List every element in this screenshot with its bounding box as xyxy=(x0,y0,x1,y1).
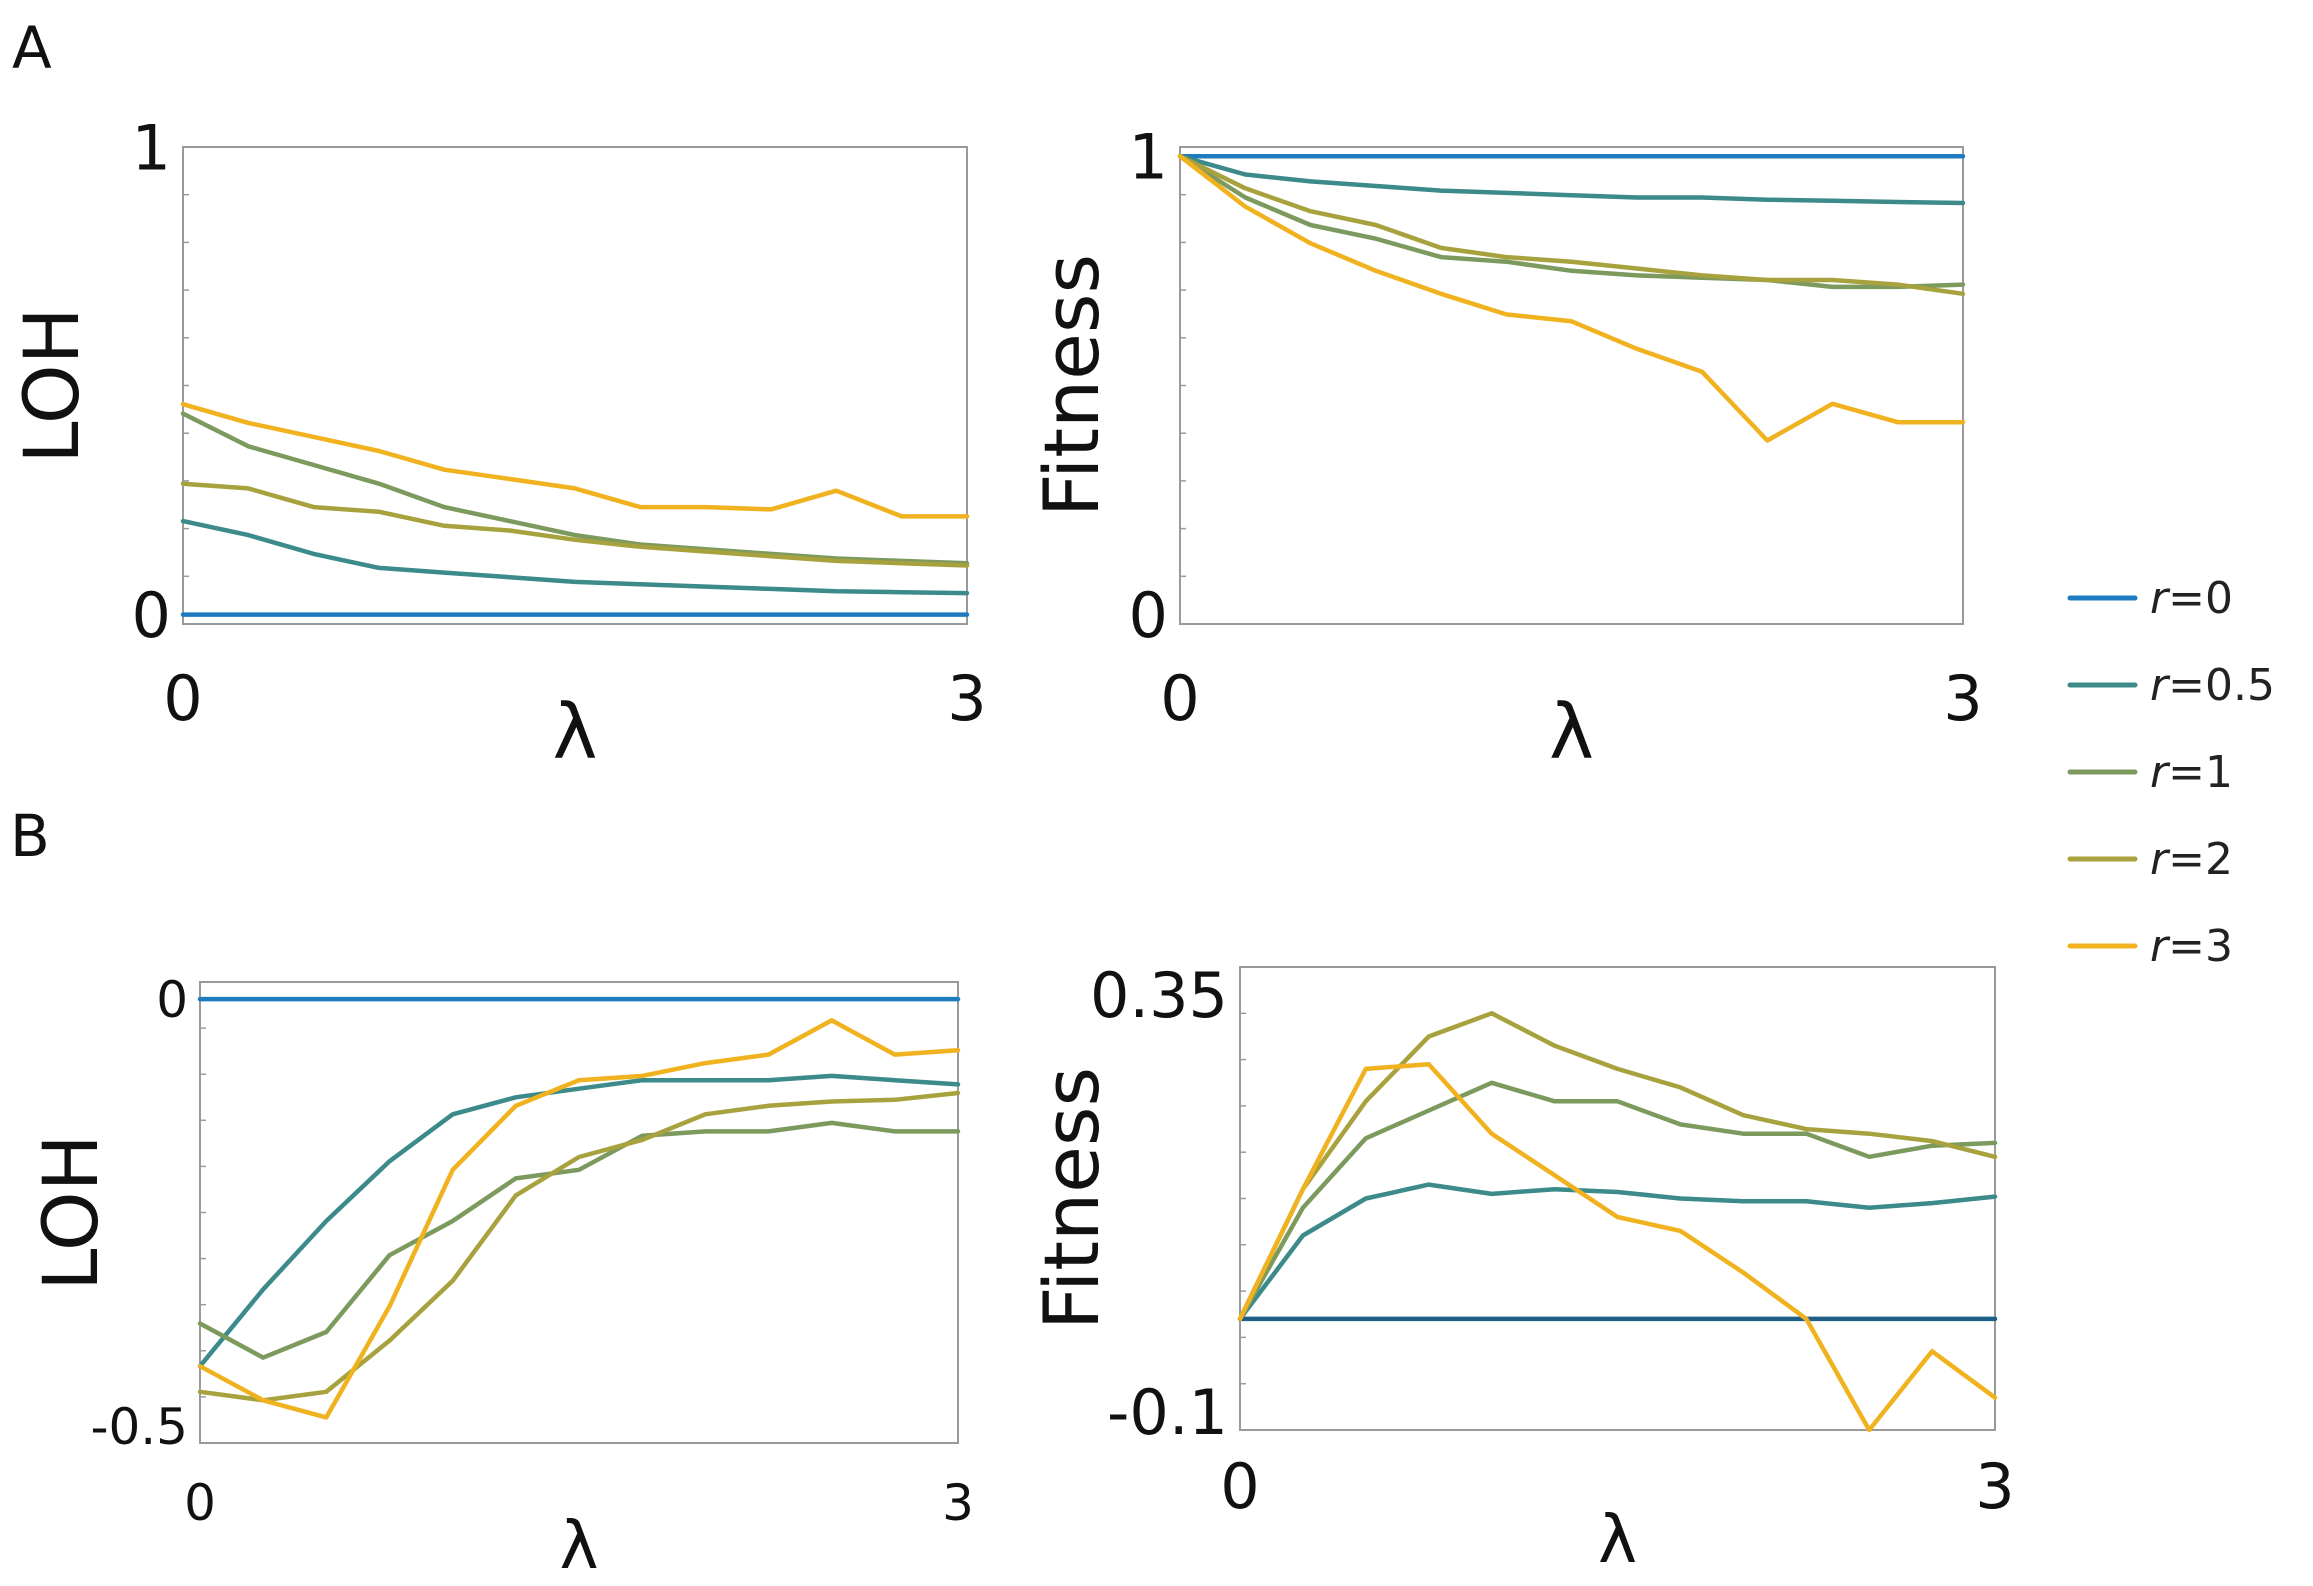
series-line-r-2 xyxy=(180,481,970,568)
series-line-r-1 xyxy=(1237,1080,1998,1322)
series-line-r-0_5 xyxy=(197,1073,961,1369)
panel-label-a: A xyxy=(12,14,52,82)
x-axis-label: λ xyxy=(559,1507,598,1584)
y-tick-label: 0 xyxy=(1129,579,1168,652)
y-axis-label: Fitness xyxy=(1027,1067,1116,1330)
plot-frame xyxy=(199,981,959,1444)
series-line-r-2 xyxy=(1237,1011,1998,1322)
series-line-r-3 xyxy=(180,401,970,519)
series-line-r-3 xyxy=(1177,153,1966,443)
legend-label-r-3: r=3 xyxy=(2150,921,2233,972)
y-axis-label: Fitness xyxy=(1027,254,1116,517)
chart-b-right-fitness: 0 3 0.35 -0.1 λ Fitness xyxy=(1027,959,2015,1578)
legend: r=0 r=0.5 r=1 r=2 r=3 xyxy=(2067,573,2275,972)
series-line-r-2 xyxy=(197,1090,961,1403)
panel-label-b: B xyxy=(10,802,50,870)
legend-label-r-1: r=1 xyxy=(2150,747,2233,798)
y-tick-label: 1 xyxy=(1129,120,1168,193)
x-tick-label: 0 xyxy=(163,662,202,735)
y-tick-label: 1 xyxy=(132,111,171,184)
y-tick-label: -0.1 xyxy=(1107,1376,1228,1449)
chart-a-right-fitness: 0 3 0 1 λ Fitness xyxy=(1027,120,1983,776)
x-tick-label: 3 xyxy=(942,1474,974,1532)
x-tick-label: 3 xyxy=(1975,1450,2014,1523)
series-line-r-0_5 xyxy=(1177,153,1966,206)
series-line-r-1 xyxy=(1177,153,1966,290)
x-tick-label: 3 xyxy=(947,662,986,735)
series-line-r-3 xyxy=(1237,1061,1998,1433)
series-line-r-0_5 xyxy=(180,518,970,596)
x-axis-label: λ xyxy=(1598,1501,1637,1578)
plot-frame xyxy=(1239,966,1996,1431)
legend-label-r-2: r=2 xyxy=(2150,834,2233,885)
x-tick-label: 3 xyxy=(1943,662,1982,735)
x-tick-label: 0 xyxy=(184,1474,216,1532)
y-tick-label: 0 xyxy=(156,971,188,1029)
chart-a-left-loh: 0 3 0 1 λ LOH xyxy=(7,111,987,776)
y-tick-label: 0 xyxy=(132,579,171,652)
x-axis-label: λ xyxy=(1549,687,1594,776)
series-line-r-2 xyxy=(1177,153,1966,297)
legend-label-r-0: r=0 xyxy=(2150,573,2233,624)
chart-b-left-loh: 0 3 0 -0.5 λ LOH xyxy=(26,971,974,1584)
y-axis-label: LOH xyxy=(26,1134,115,1291)
y-tick-label: 0.35 xyxy=(1090,959,1228,1032)
series-line-r-1 xyxy=(197,1120,961,1360)
series-line-r-3 xyxy=(197,1018,961,1420)
series-line-r-1 xyxy=(180,411,970,566)
legend-label-r-0_5: r=0.5 xyxy=(2150,660,2275,711)
x-tick-label: 0 xyxy=(1160,662,1199,735)
y-tick-label: -0.5 xyxy=(90,1398,188,1456)
x-axis-label: λ xyxy=(553,687,598,776)
x-tick-label: 0 xyxy=(1220,1450,1259,1523)
series-line-r-0_5 xyxy=(1237,1182,1998,1322)
y-axis-label: LOH xyxy=(7,307,96,464)
